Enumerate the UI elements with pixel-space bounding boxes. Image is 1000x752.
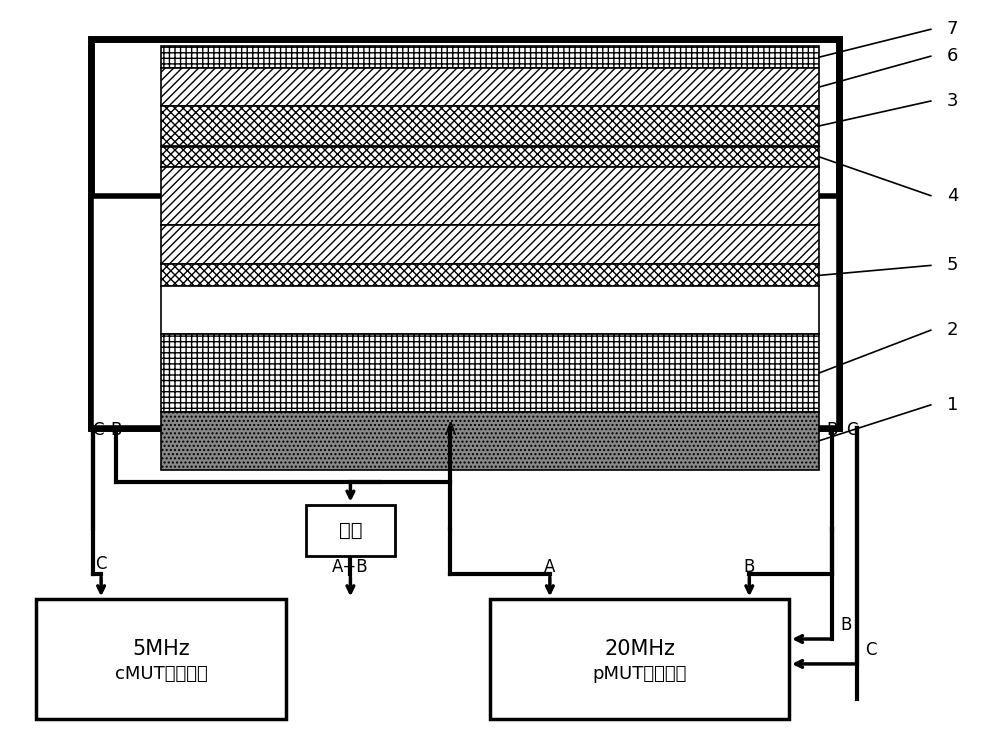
Text: A: A (444, 421, 456, 439)
Bar (161, 225, 819, 265)
Text: cMUT工作模式: cMUT工作模式 (115, 665, 207, 683)
Bar (161, 334, 819, 412)
Text: 4: 4 (947, 186, 958, 205)
Text: 5: 5 (947, 256, 958, 274)
Text: C: C (95, 555, 107, 573)
Bar (161, 287, 819, 334)
Bar (161, 167, 819, 225)
Text: B: B (744, 558, 755, 576)
Bar (490, 599, 789, 719)
Bar (161, 68, 819, 106)
Text: 7: 7 (947, 20, 958, 38)
Bar (161, 147, 819, 167)
Bar (161, 412, 819, 470)
Text: 20MHz: 20MHz (604, 639, 675, 659)
Bar (306, 505, 395, 556)
Text: C: C (846, 421, 858, 439)
Text: 3: 3 (947, 92, 958, 110)
Text: B: B (110, 421, 122, 439)
Bar (91, 196, 839, 428)
Text: 5MHz: 5MHz (132, 639, 190, 659)
Text: A+B: A+B (332, 558, 369, 576)
Text: 级联: 级联 (339, 521, 362, 540)
Text: pMUT工作模式: pMUT工作模式 (592, 665, 687, 683)
Bar (91, 39, 839, 428)
Text: 6: 6 (947, 47, 958, 65)
Text: C: C (92, 421, 104, 439)
Text: C: C (865, 641, 876, 659)
Bar (161, 106, 819, 146)
Text: A: A (544, 558, 556, 576)
Text: 1: 1 (947, 396, 958, 414)
Text: B: B (826, 421, 838, 439)
Bar (161, 265, 819, 287)
Bar (36, 599, 286, 719)
Text: B: B (840, 616, 851, 634)
Text: 2: 2 (947, 321, 958, 339)
Bar (161, 46, 819, 68)
